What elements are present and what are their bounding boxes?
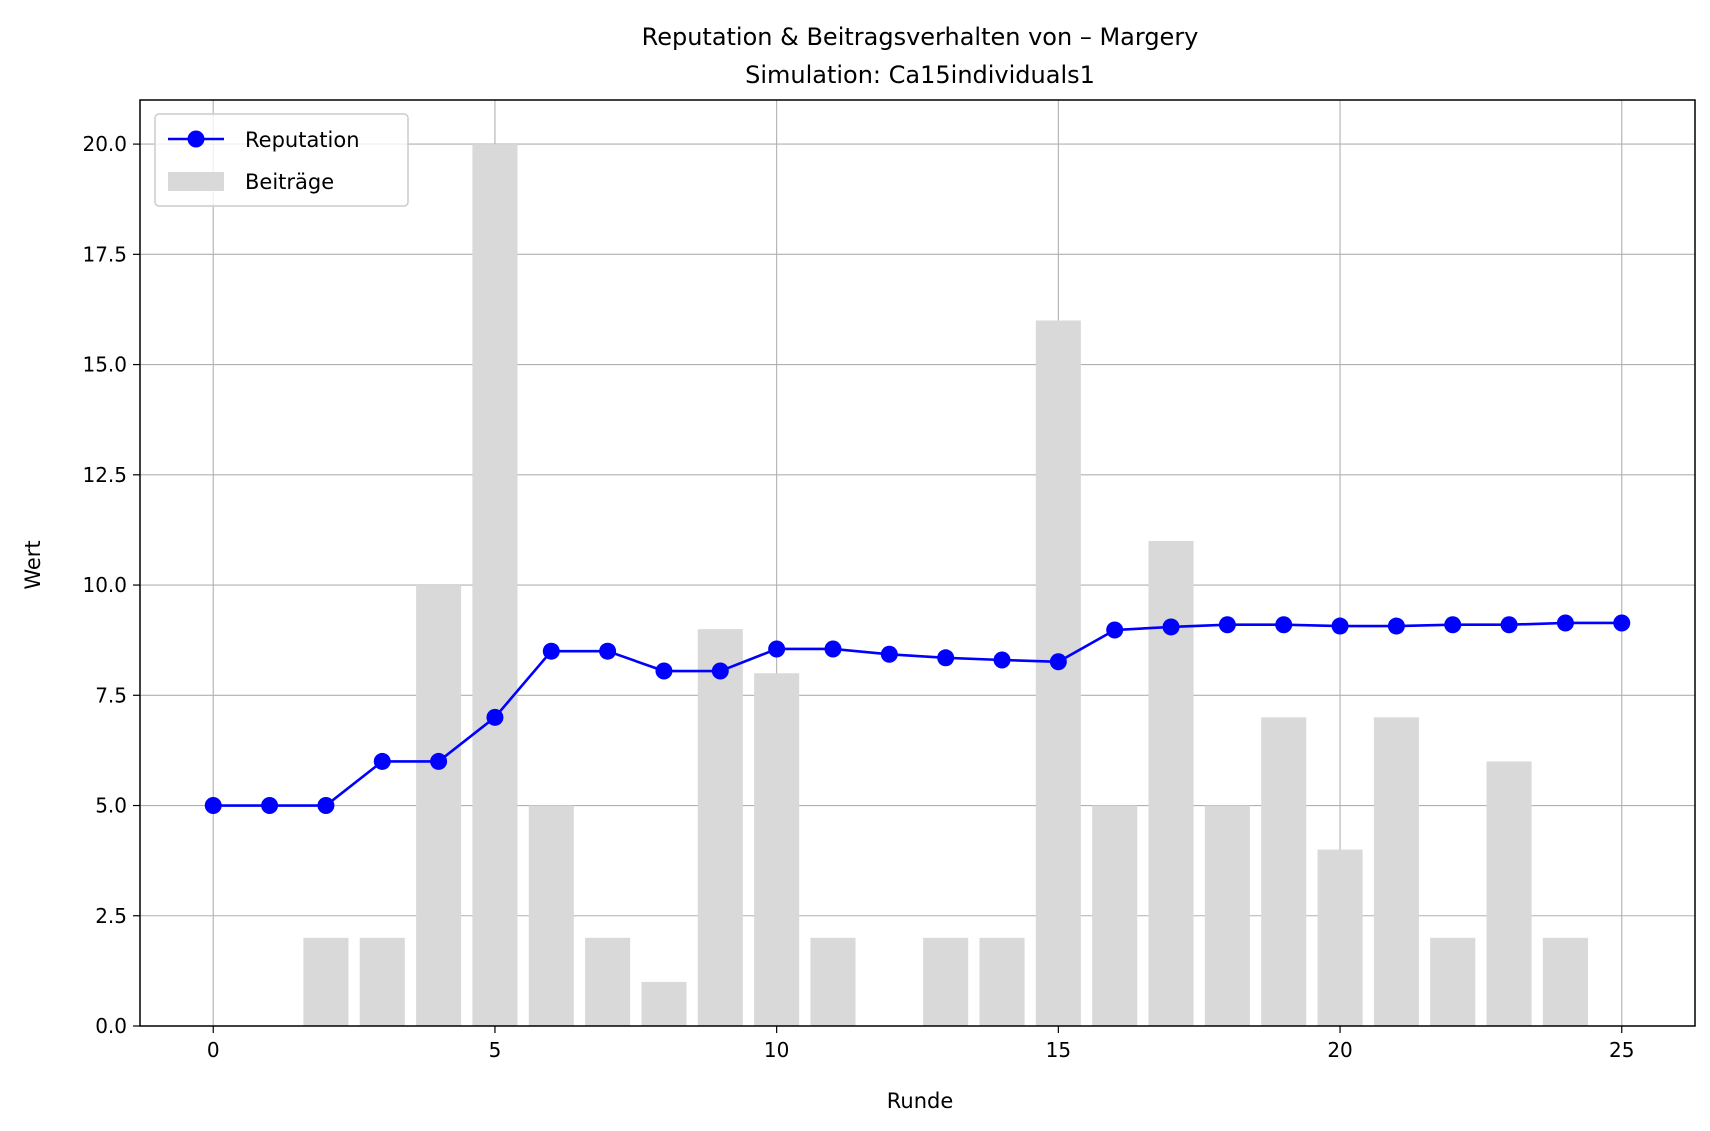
legend-contributions-swatch <box>168 172 224 191</box>
reputation-point <box>711 662 729 680</box>
x-tick-label: 0 <box>207 1038 220 1062</box>
reputation-point <box>1444 616 1462 634</box>
legend-contributions-label: Beiträge <box>245 170 334 194</box>
x-tick-label: 15 <box>1046 1038 1071 1062</box>
contribution-bar <box>1148 540 1194 1026</box>
reputation-point <box>430 752 448 770</box>
grid-lines <box>140 100 1695 1027</box>
contribution-bar <box>359 937 405 1026</box>
contribution-bar <box>1542 937 1588 1026</box>
reputation-polyline <box>213 621 1622 807</box>
reputation-point <box>261 797 279 815</box>
y-axis-ticks: 0.0 2.5 5.0 7.5 10.0 12.5 15.0 17.5 20.0 <box>82 132 140 1038</box>
reputation-point <box>204 797 222 815</box>
reputation-point <box>599 642 617 660</box>
reputation-point <box>1049 653 1067 671</box>
y-tick-label: 20.0 <box>82 132 127 156</box>
contribution-bar <box>1373 717 1419 1026</box>
reputation-point <box>1613 614 1631 632</box>
reputation-point <box>937 649 955 667</box>
reputation-point <box>993 651 1011 669</box>
reputation-point <box>880 645 898 663</box>
reputation-point <box>1556 614 1574 632</box>
contribution-bar <box>697 629 743 1026</box>
x-axis-ticks: 0 5 10 15 20 25 <box>207 1026 1634 1062</box>
contribution-bar <box>1486 761 1532 1026</box>
reputation-point <box>1500 616 1518 634</box>
contribution-bar <box>641 981 687 1026</box>
contribution-bar <box>416 585 462 1026</box>
y-tick-label: 12.5 <box>82 463 127 487</box>
reputation-point <box>486 708 504 726</box>
contribution-bar <box>1261 717 1307 1026</box>
contribution-bar <box>1035 320 1081 1026</box>
contribution-bar <box>1092 805 1138 1026</box>
y-tick-label: 7.5 <box>95 683 127 707</box>
contribution-bar <box>528 805 574 1026</box>
reputation-point <box>1218 616 1236 634</box>
contribution-bar <box>303 937 349 1026</box>
reputation-point <box>373 752 391 770</box>
reputation-point <box>1387 617 1405 635</box>
chart-subtitle: Simulation: Ca15individuals1 <box>745 61 1095 89</box>
reputation-point <box>768 640 786 658</box>
contribution-bar <box>923 937 969 1026</box>
x-tick-label: 10 <box>764 1038 789 1062</box>
y-tick-label: 17.5 <box>82 242 127 266</box>
reputation-point <box>824 640 842 658</box>
reputation-point <box>542 642 560 660</box>
reputation-line <box>204 614 1631 815</box>
y-tick-label: 5.0 <box>95 794 127 818</box>
contribution-bar <box>810 937 856 1026</box>
reputation-point <box>317 797 335 815</box>
contribution-bar <box>472 144 518 1027</box>
contribution-bar <box>754 673 800 1026</box>
y-tick-label: 0.0 <box>95 1014 127 1038</box>
y-tick-label: 15.0 <box>82 353 127 377</box>
reputation-point <box>1106 621 1124 639</box>
x-tick-label: 20 <box>1327 1038 1352 1062</box>
legend: Reputation Beiträge <box>154 113 409 207</box>
y-axis-label: Wert <box>21 540 45 589</box>
plot-frame <box>139 99 1696 1027</box>
legend-reputation-label: Reputation <box>245 128 360 152</box>
contribution-bar <box>1317 849 1363 1026</box>
x-axis-label: Runde <box>887 1089 954 1113</box>
contribution-bar <box>1430 937 1476 1026</box>
contribution-bar <box>979 937 1025 1026</box>
contribution-bar <box>1204 805 1250 1026</box>
y-tick-label: 10.0 <box>82 573 127 597</box>
contribution-bars <box>303 144 1588 1027</box>
reputation-point <box>655 662 673 680</box>
reputation-point <box>1162 618 1180 636</box>
reputation-point <box>1275 616 1293 634</box>
x-tick-label: 5 <box>489 1038 502 1062</box>
y-tick-label: 2.5 <box>95 904 127 928</box>
chart-title: Reputation & Beitragsverhalten von – Mar… <box>642 23 1199 51</box>
contribution-bar <box>585 937 631 1026</box>
x-tick-label: 25 <box>1609 1038 1634 1062</box>
legend-reputation-marker <box>187 130 205 148</box>
reputation-point <box>1331 617 1349 635</box>
